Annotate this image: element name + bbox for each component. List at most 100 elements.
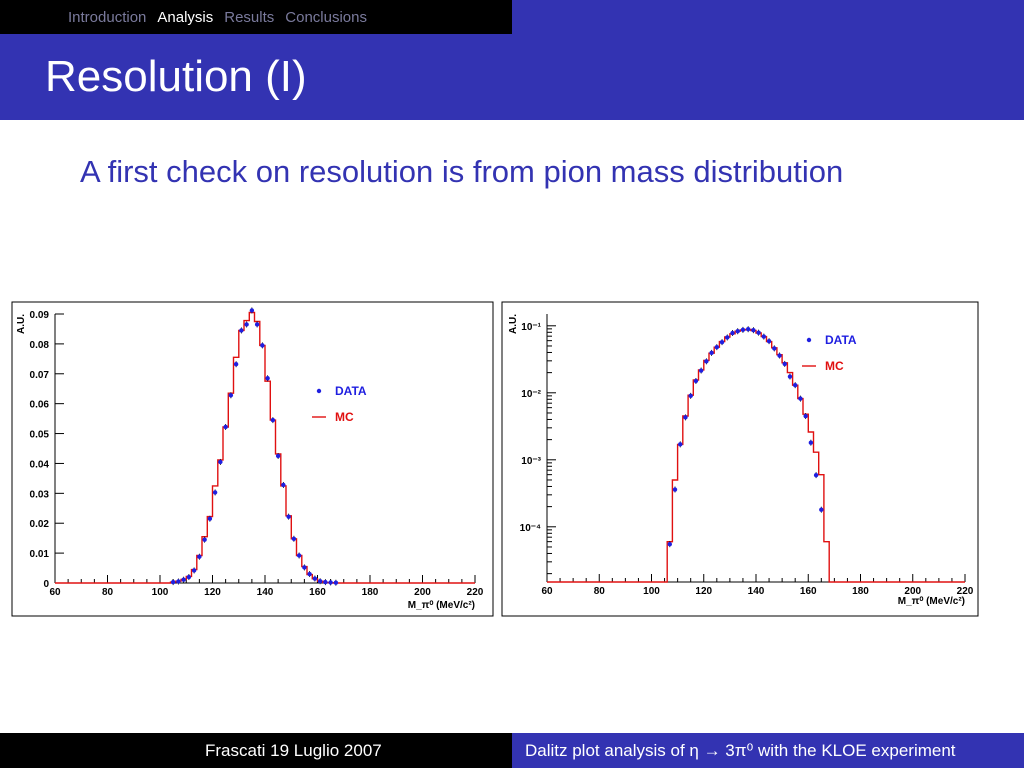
title-bar: Resolution (I)	[0, 34, 1024, 120]
chart-1-data-point	[202, 537, 207, 542]
chart-1-data-point	[286, 514, 291, 519]
chart-1-data-point	[270, 417, 276, 423]
chart-1-ytick-label: 0.09	[30, 310, 50, 321]
chart-1-data-point	[312, 576, 318, 581]
chart-2-xtick-label: 60	[541, 586, 553, 597]
section-nav: Introduction Analysis Results Conclusion…	[0, 0, 512, 34]
chart-1-xtick-label: 180	[362, 587, 379, 598]
chart-2-xtick-label: 80	[594, 586, 606, 597]
chart-1-ytick-label: 0.07	[30, 370, 50, 381]
chart-1-ytick-label: 0.06	[30, 400, 50, 411]
chart-2-ytick-label: 10⁻⁴	[520, 523, 541, 534]
nav-item-results[interactable]: Results	[224, 8, 275, 26]
chart-1-xtick-label: 60	[49, 587, 61, 598]
chart-1-data-point	[323, 579, 328, 585]
chart-1-legend-data-marker	[316, 388, 322, 394]
chart-1-data-point	[197, 554, 202, 559]
chart-2-data-point	[725, 335, 730, 340]
footer-right: Dalitz plot analysis of η → 3π⁰ with the…	[512, 733, 1024, 768]
chart-2-xtick-label: 200	[904, 586, 921, 597]
chart-2-data-point	[709, 350, 714, 356]
chart-2-data-point	[813, 472, 819, 478]
chart-2-data-point	[782, 361, 787, 367]
chart-2-ytick-label: 10⁻³	[521, 456, 541, 467]
chart-1-svg: 60 80 100 120 140 160 180 200 220 0 0.01 0.02 0.03 0.…	[11, 301, 494, 617]
chart-2-xlabel: M_π⁰ (MeV/c²)	[898, 596, 965, 607]
chart-1-data-point	[176, 579, 181, 584]
chart-1-data-point	[291, 536, 297, 541]
chart-1-xtick-label: 160	[309, 587, 326, 598]
chart-2-data-point	[740, 327, 746, 333]
chart-1-ytick-label: 0.02	[30, 519, 50, 530]
chart-1-data-point	[333, 580, 339, 585]
chart-1-data-point	[228, 393, 234, 398]
chart-2-data-point	[756, 330, 761, 335]
chart-2-data-point	[803, 413, 808, 419]
chart-2-data-point	[751, 327, 756, 333]
chart-1-data-point	[218, 459, 223, 465]
chart-2-xtick-label: 220	[957, 586, 974, 597]
chart-2-data-point	[704, 359, 709, 364]
chart-2-ytick-label: 10⁻²	[521, 389, 541, 400]
chart-1-ytick-label: 0.03	[30, 489, 50, 500]
chart-2-data-point	[792, 382, 798, 388]
chart-1-data-point	[223, 424, 228, 430]
chart-1-ylabel: A.U.	[16, 314, 27, 334]
chart-2-legend-data-marker	[806, 337, 812, 343]
chart-2-xtick-label: 120	[695, 586, 712, 597]
nav-item-conclusions[interactable]: Conclusions	[285, 8, 367, 26]
chart-1-data-point	[275, 453, 281, 459]
chart-2-data-point	[819, 507, 824, 512]
chart-2-data-point	[688, 393, 693, 399]
chart-1-data-point	[170, 579, 176, 585]
chart-log: 60 80 100 120 140 160 180 200 220 10⁻⁴ 10⁻³ 10⁻² 10⁻…	[500, 300, 980, 618]
chart-2-mc-histogram	[547, 328, 965, 583]
chart-2-data-point	[777, 353, 782, 358]
chart-1-ytick-label: 0.08	[30, 340, 50, 351]
chart-2-data-point	[678, 442, 683, 447]
slide-subtitle: A first check on resolution is from pion…	[80, 154, 844, 189]
chart-1-data-point	[239, 328, 244, 333]
chart-1-data-point	[233, 362, 239, 367]
chart-1-mc-histogram	[55, 311, 475, 584]
chart-2-data-point	[745, 326, 751, 332]
chart-1-xlabel: M_π⁰ (MeV/c²)	[408, 600, 475, 611]
chart-1-data-point	[244, 322, 249, 327]
chart-1-data-point	[191, 568, 197, 573]
chart-1-data-point	[265, 376, 270, 381]
chart-2-data-point	[714, 344, 720, 350]
chart-2-data-point	[683, 415, 688, 420]
chart-1-data-point	[207, 516, 213, 521]
nav-bar-right	[512, 0, 1024, 34]
chart-2-xtick-label: 140	[748, 586, 765, 597]
chart-2-data-point	[667, 541, 672, 547]
chart-2-frame	[501, 301, 979, 617]
chart-2-data-point	[698, 368, 704, 373]
chart-2-svg: 60 80 100 120 140 160 180 200 220 10⁻⁴ 10⁻³ 10⁻² 10⁻…	[501, 301, 979, 617]
chart-1-data-point	[317, 579, 323, 584]
nav-item-introduction[interactable]: Introduction	[68, 8, 147, 26]
chart-1-data-point	[302, 565, 307, 570]
chart-2-data-point	[672, 487, 678, 492]
chart-1-ytick-label: 0.01	[30, 549, 50, 560]
chart-1-data-point	[249, 308, 255, 313]
chart-1-data-point	[296, 553, 302, 558]
chart-2-data-point	[730, 330, 735, 336]
chart-1-xtick-label: 200	[414, 587, 431, 598]
chart-2-data-point	[693, 378, 699, 384]
chart-1-data-point	[260, 343, 265, 348]
chart-1-data-point	[281, 482, 286, 488]
chart-2-data-point	[787, 374, 793, 379]
chart-2-data-point	[761, 334, 767, 339]
footer-date-text: Frascati 19 Luglio 2007	[205, 740, 382, 760]
chart-2-data-point	[719, 339, 725, 345]
chart-1-data-point	[328, 580, 333, 585]
nav-item-analysis[interactable]: Analysis	[157, 8, 214, 26]
chart-1-legend-label: DATA	[335, 384, 367, 398]
chart-2-data-point	[766, 338, 772, 344]
chart-1-data-point	[186, 574, 192, 580]
footer-left: Frascati 19 Luglio 2007	[0, 733, 512, 768]
chart-1-xtick-label: 140	[257, 587, 274, 598]
chart-1-frame	[11, 301, 494, 617]
chart-1-ytick-label: 0.04	[30, 459, 50, 470]
